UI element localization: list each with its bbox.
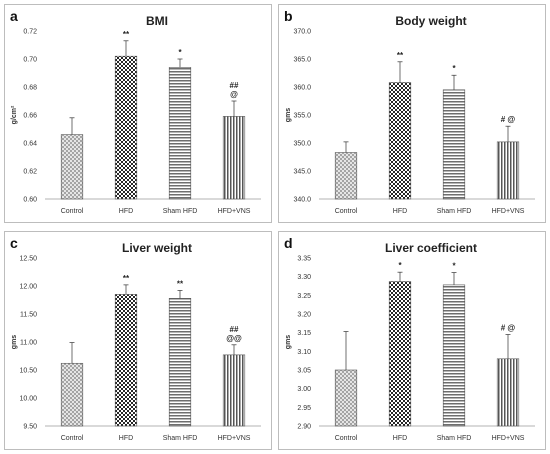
x-tick-label: HFD	[393, 435, 407, 442]
y-tick-label: 3.10	[297, 349, 311, 356]
bar-hfd-vns	[496, 141, 520, 200]
y-tick-label: 11.00	[20, 340, 37, 347]
y-axis-label: gms	[11, 335, 18, 350]
x-tick-label: Control	[335, 435, 358, 442]
body-weight-chart: Body weight gms 340.0 345.0 350.0 355.0 360.0 3…	[285, 14, 535, 215]
y-tick-label: 0.60	[23, 197, 37, 204]
significance-label: *	[398, 261, 402, 270]
y-tick-label: 10.50	[19, 368, 37, 375]
y-tick-label: 345.0	[293, 169, 311, 176]
y-tick-label: 3.20	[297, 312, 311, 319]
x-tick-label: HFD	[119, 435, 133, 442]
x-tick-label: HFD+VNS	[492, 208, 525, 215]
x-tick-label: Sham HFD	[163, 208, 198, 215]
x-tick-label: Sham HFD	[163, 435, 198, 442]
y-tick-label: 0.72	[23, 29, 37, 36]
liver-weight-chart: Liver weight gms 9.50 10.00 10.50 11.00 11.50 1…	[11, 241, 261, 442]
panel-c: c Liver weight gms 9.50 10.00 10.50 11.00 11.5…	[4, 231, 272, 450]
significance-label: *	[178, 48, 182, 57]
y-axis-label: g/cm²	[11, 105, 18, 124]
y-tick-label: 3.25	[297, 293, 311, 300]
x-tick-label: HFD	[119, 208, 133, 215]
y-tick-label: 0.68	[23, 85, 37, 92]
significance-label: *	[452, 262, 456, 271]
panel-letter: c	[10, 235, 18, 251]
bar-hfd-vns	[222, 354, 246, 427]
y-tick-label: 3.05	[297, 368, 311, 375]
panel-letter: d	[284, 235, 293, 251]
liver-coefficient-chart: Liver coefficient gms 2.90 2.95 3.00 3.05 3.10…	[285, 241, 535, 442]
significance-label: @@	[226, 334, 242, 343]
y-tick-label: 9.50	[23, 424, 37, 431]
panel-d: d Liver coefficient gms 2.90 2.95 3.00 3.05 3.…	[278, 231, 546, 450]
y-tick-label: 365.0	[293, 57, 311, 64]
y-tick-label: 11.50	[20, 312, 37, 319]
bar-hfd	[388, 281, 412, 427]
x-tick-label: HFD+VNS	[492, 435, 525, 442]
bar-hfd	[114, 294, 138, 427]
bar-control	[60, 362, 84, 427]
x-tick-label: Control	[61, 208, 84, 215]
panel-a: a BMI g/cm² 0.60 0.62 0.64 0.66 0.68 0.70 0.72 Co…	[4, 4, 272, 223]
bar-sham-hfd	[442, 89, 466, 200]
significance-label: **	[123, 30, 130, 39]
bar-hfd-vns	[496, 358, 520, 427]
x-tick-label: HFD	[393, 208, 407, 215]
chart-title: Body weight	[395, 14, 466, 28]
x-tick-label: Control	[61, 435, 84, 442]
y-tick-label: 0.62	[23, 169, 37, 176]
panel-letter: b	[284, 8, 293, 24]
chart-title: Liver weight	[122, 241, 192, 255]
y-tick-label: 2.90	[297, 424, 311, 431]
y-tick-label: 370.0	[293, 29, 311, 36]
bar-hfd-vns	[222, 116, 246, 200]
y-axis-label: gms	[285, 108, 292, 123]
y-tick-label: 3.15	[297, 330, 311, 337]
significance-label: # @	[501, 324, 516, 333]
significance-label: **	[177, 279, 184, 288]
y-tick-label: 12.50	[19, 256, 37, 263]
x-tick-label: HFD+VNS	[218, 208, 251, 215]
bar-hfd	[388, 82, 412, 200]
y-tick-label: 3.00	[297, 386, 311, 393]
y-tick-label: 350.0	[293, 141, 311, 148]
x-tick-label: Control	[335, 208, 358, 215]
y-tick-label: 360.0	[293, 85, 311, 92]
significance-label: @	[230, 90, 238, 99]
significance-label: **	[123, 274, 130, 283]
bar-hfd	[114, 55, 138, 200]
y-tick-label: 12.00	[19, 284, 37, 291]
significance-label: **	[397, 51, 404, 60]
y-tick-label: 3.35	[297, 256, 311, 263]
chart-title: Liver coefficient	[385, 241, 477, 255]
bar-sham-hfd	[168, 298, 192, 427]
x-tick-label: Sham HFD	[437, 208, 472, 215]
bar-control	[60, 134, 84, 200]
significance-label: # @	[501, 115, 516, 124]
y-tick-label: 0.70	[23, 57, 37, 64]
chart-title: BMI	[146, 14, 168, 28]
significance-label: ##	[230, 325, 239, 334]
y-tick-label: 3.30	[297, 274, 311, 281]
panel-b: b Body weight gms 340.0 345.0 350.0 355.0 360.…	[278, 4, 546, 223]
bmi-chart: BMI g/cm² 0.60 0.62 0.64 0.66 0.68 0.70 0.72 Cont…	[11, 14, 261, 215]
bar-sham-hfd	[442, 284, 466, 427]
bar-sham-hfd	[168, 67, 192, 200]
significance-label: ##	[230, 81, 239, 90]
y-tick-label: 0.66	[23, 113, 37, 120]
y-tick-label: 10.00	[19, 396, 37, 403]
bar-control	[334, 369, 358, 427]
y-tick-label: 340.0	[293, 197, 311, 204]
bar-control	[334, 152, 358, 200]
y-axis-label: gms	[285, 335, 292, 350]
significance-label: *	[452, 64, 456, 73]
panel-letter: a	[10, 8, 18, 24]
x-tick-label: Sham HFD	[437, 435, 472, 442]
y-tick-label: 355.0	[293, 113, 311, 120]
x-tick-label: HFD+VNS	[218, 435, 251, 442]
y-tick-label: 2.95	[297, 405, 311, 412]
y-tick-label: 0.64	[23, 141, 37, 148]
